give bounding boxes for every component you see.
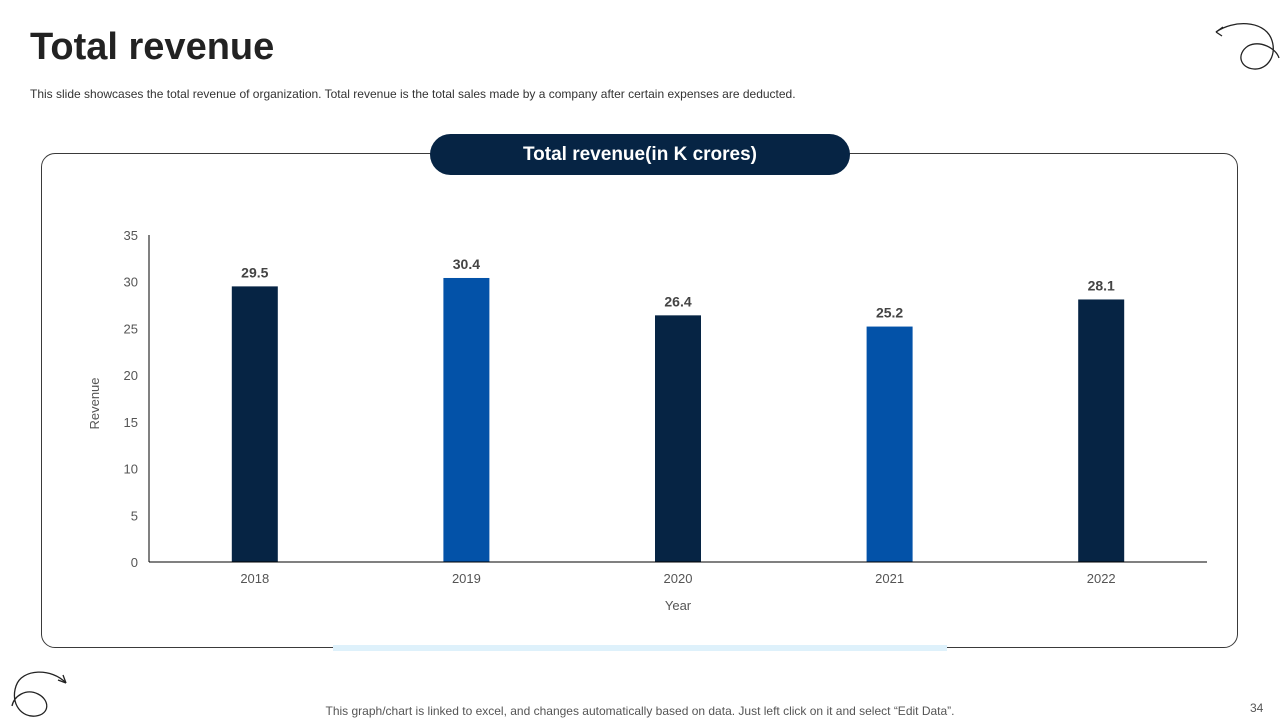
slide-title: Total revenue	[30, 26, 275, 68]
y-tick-label: 30	[124, 275, 138, 290]
accent-bar	[333, 645, 947, 651]
bar	[655, 315, 701, 562]
slide-subtitle: This slide showcases the total revenue o…	[30, 87, 796, 101]
x-tick-label: 2020	[664, 571, 693, 586]
x-tick-label: 2021	[875, 571, 904, 586]
x-axis-label: Year	[665, 598, 692, 613]
y-tick-label: 10	[124, 462, 138, 477]
data-label: 29.5	[241, 264, 268, 280]
x-tick-label: 2018	[240, 571, 269, 586]
y-tick-label: 5	[131, 508, 138, 523]
y-tick-label: 35	[124, 228, 138, 243]
data-label: 25.2	[876, 305, 903, 321]
bar	[866, 326, 913, 562]
data-label: 30.4	[453, 256, 480, 272]
data-label: 28.1	[1088, 277, 1115, 293]
y-tick-label: 25	[124, 321, 138, 336]
y-tick-label: 15	[124, 415, 138, 430]
data-label: 26.4	[664, 293, 691, 309]
bar	[443, 277, 490, 562]
chart-heading-pill: Total revenue(in K crores)	[430, 134, 850, 175]
bar	[231, 286, 278, 562]
y-tick-label: 0	[131, 555, 138, 570]
x-tick-label: 2022	[1087, 571, 1116, 586]
bar	[1078, 299, 1125, 562]
curl-arrow-icon	[11, 671, 67, 717]
y-axis-label: Revenue	[87, 377, 102, 429]
y-tick-label: 20	[124, 368, 138, 383]
curl-arrow-icon	[1215, 22, 1280, 70]
x-tick-label: 2019	[452, 571, 481, 586]
footer-note: This graph/chart is linked to excel, and…	[325, 704, 955, 718]
page-number: 34	[1250, 701, 1264, 715]
